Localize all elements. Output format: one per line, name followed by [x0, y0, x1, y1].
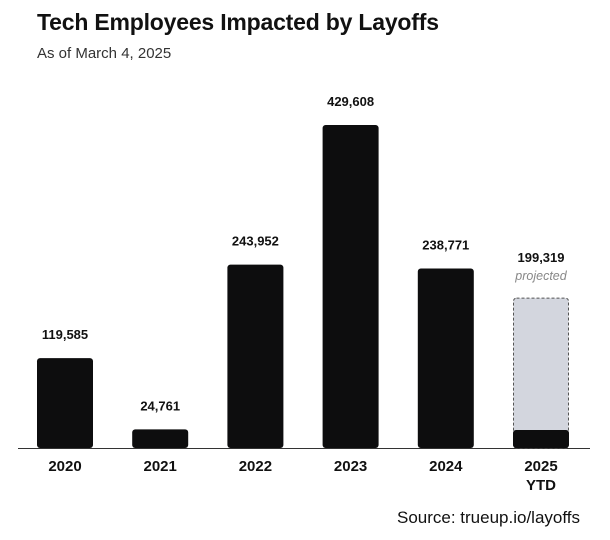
bar-value-label: 243,952 [232, 234, 279, 249]
bar-value-label: 238,771 [422, 237, 469, 252]
bar-actual-2025 [513, 429, 569, 448]
bar-value-label: 24,761 [140, 398, 180, 413]
bar-value-label: 119,585 [42, 327, 88, 342]
bar-value-label: 429,608 [327, 94, 374, 109]
source-note: Source: trueup.io/layoffs [396, 508, 580, 527]
bar-value-label: 199,319 [518, 250, 565, 265]
chart-title: Tech Employees Impacted by Layoffs [37, 9, 439, 35]
x-tick-label: 2021 [144, 458, 177, 475]
bar [322, 125, 379, 448]
bar [37, 358, 93, 448]
chart-subtitle: As of March 4, 2025 [37, 45, 172, 62]
x-tick-label: YTD [526, 477, 556, 494]
projected-note: projected [514, 269, 567, 283]
bar [417, 268, 474, 448]
bar [227, 264, 284, 448]
x-tick-label: 2025 [524, 458, 557, 475]
bar [132, 429, 189, 448]
x-tick-label: 2023 [334, 458, 367, 475]
bar-projected-2025 [513, 297, 569, 449]
x-tick-label: 2020 [48, 458, 81, 475]
x-tick-label: 2022 [239, 458, 272, 475]
x-tick-label: 2024 [429, 458, 463, 475]
